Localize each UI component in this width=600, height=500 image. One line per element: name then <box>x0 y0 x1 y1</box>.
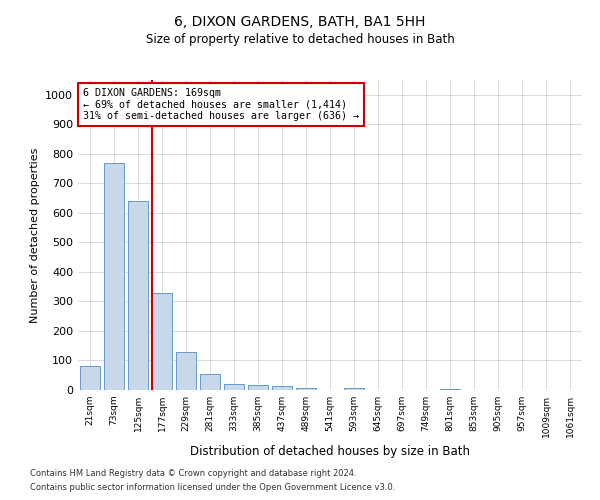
Bar <box>440 388 460 390</box>
Text: Contains public sector information licensed under the Open Government Licence v3: Contains public sector information licen… <box>30 484 395 492</box>
Text: 6, DIXON GARDENS, BATH, BA1 5HH: 6, DIXON GARDENS, BATH, BA1 5HH <box>175 15 425 29</box>
Bar <box>152 292 172 390</box>
Bar <box>80 366 100 390</box>
Bar <box>128 201 148 390</box>
Y-axis label: Number of detached properties: Number of detached properties <box>29 148 40 322</box>
X-axis label: Distribution of detached houses by size in Bath: Distribution of detached houses by size … <box>190 446 470 458</box>
Text: 6 DIXON GARDENS: 169sqm
← 69% of detached houses are smaller (1,414)
31% of semi: 6 DIXON GARDENS: 169sqm ← 69% of detache… <box>83 88 359 121</box>
Text: Contains HM Land Registry data © Crown copyright and database right 2024.: Contains HM Land Registry data © Crown c… <box>30 468 356 477</box>
Bar <box>104 162 124 390</box>
Bar <box>200 374 220 390</box>
Bar <box>224 384 244 390</box>
Bar <box>344 388 364 390</box>
Text: Size of property relative to detached houses in Bath: Size of property relative to detached ho… <box>146 32 454 46</box>
Bar <box>296 388 316 390</box>
Bar <box>176 352 196 390</box>
Bar <box>248 385 268 390</box>
Bar <box>272 386 292 390</box>
